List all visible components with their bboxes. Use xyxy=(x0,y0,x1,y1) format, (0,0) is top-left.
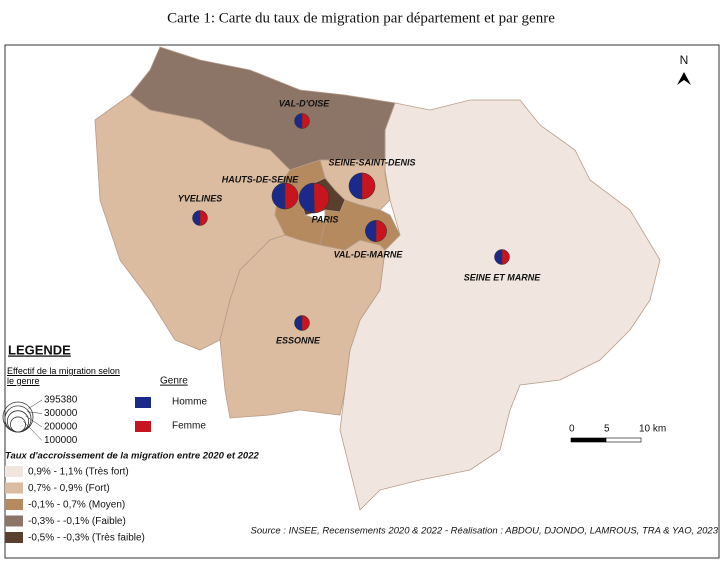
dept-label: ESSONNE xyxy=(276,335,321,345)
size-label: 200000 xyxy=(44,422,78,433)
pie-slice xyxy=(199,210,208,226)
size-title-box: Effectif de la migration selon le genre xyxy=(7,366,120,386)
pie-slice xyxy=(348,172,363,200)
class-title: Taux d'accroissement de la migration ent… xyxy=(5,451,259,462)
scale-segment xyxy=(570,437,607,443)
scale-segment xyxy=(605,437,642,443)
class-label: 0,9% - 1,1% (Très fort) xyxy=(28,467,129,478)
dept-label: YVELINES xyxy=(178,193,223,203)
size-label: 100000 xyxy=(44,435,78,446)
dept-label: HAUTS-DE-SEINE xyxy=(222,174,300,184)
class-label: -0,5% - -0,3% (Très faible) xyxy=(28,533,145,544)
size-leader xyxy=(27,411,43,414)
pie-slice xyxy=(361,172,376,200)
dept-label: VAL-DE-MARNE xyxy=(334,249,404,259)
legend-title: LEGENDE xyxy=(8,342,71,357)
class-label: -0,1% - 0,7% (Moyen) xyxy=(28,500,125,511)
pie-slice xyxy=(271,182,286,210)
class-label: -0,3% - -0,1% (Faible) xyxy=(28,516,126,527)
class-swatch xyxy=(5,482,23,494)
frame xyxy=(4,44,720,559)
pie-slice xyxy=(301,113,310,129)
size-circle xyxy=(4,405,32,433)
title: Carte 1: Carte du taux de migration par … xyxy=(167,10,555,26)
class-swatch xyxy=(5,532,23,543)
dept-label: VAL-D'OISE xyxy=(279,98,330,108)
pie-slice xyxy=(375,220,387,242)
dept-label: SEINE-SAINT-DENIS xyxy=(328,157,415,167)
dept-label: SEINE ET MARNE xyxy=(464,272,542,282)
size-leader xyxy=(23,421,43,441)
genre-swatch xyxy=(135,397,151,408)
scale-label: 10 km xyxy=(639,424,666,435)
class-swatch xyxy=(5,515,23,527)
size-label: 395380 xyxy=(44,395,78,406)
scale-label: 0 xyxy=(569,424,575,435)
pie-slice xyxy=(494,249,503,265)
scale-label: 5 xyxy=(604,424,610,435)
genre-title: Genre xyxy=(160,376,188,387)
class-swatch xyxy=(5,499,23,510)
pie-slice xyxy=(365,220,377,242)
class-label: 0,7% - 0,9% (Fort) xyxy=(28,483,110,494)
pie-slice xyxy=(501,249,510,265)
source: Source : INSEE, Recensements 2020 & 2022… xyxy=(251,526,719,537)
genre-label: Femme xyxy=(172,421,206,432)
size-label: 300000 xyxy=(44,408,78,419)
pie-slice xyxy=(313,182,330,214)
north-arrow xyxy=(677,72,691,85)
size-leader xyxy=(25,415,43,428)
pie-slice xyxy=(284,182,299,210)
north-label: N xyxy=(680,53,689,67)
pie-slice xyxy=(192,210,201,226)
pie-slice xyxy=(294,113,303,129)
size-leader xyxy=(28,399,43,409)
pie-slice xyxy=(298,182,315,214)
pie-slice xyxy=(301,315,310,331)
genre-label: Homme xyxy=(172,397,207,408)
size-circle xyxy=(10,416,26,433)
pie-slice xyxy=(294,315,303,331)
class-swatch xyxy=(5,466,23,477)
size-circle xyxy=(6,410,30,433)
dept-label: PARIS xyxy=(312,214,339,224)
size-title: Effectif de la migration selon le genre xyxy=(7,366,120,386)
genre-swatch xyxy=(135,421,151,432)
